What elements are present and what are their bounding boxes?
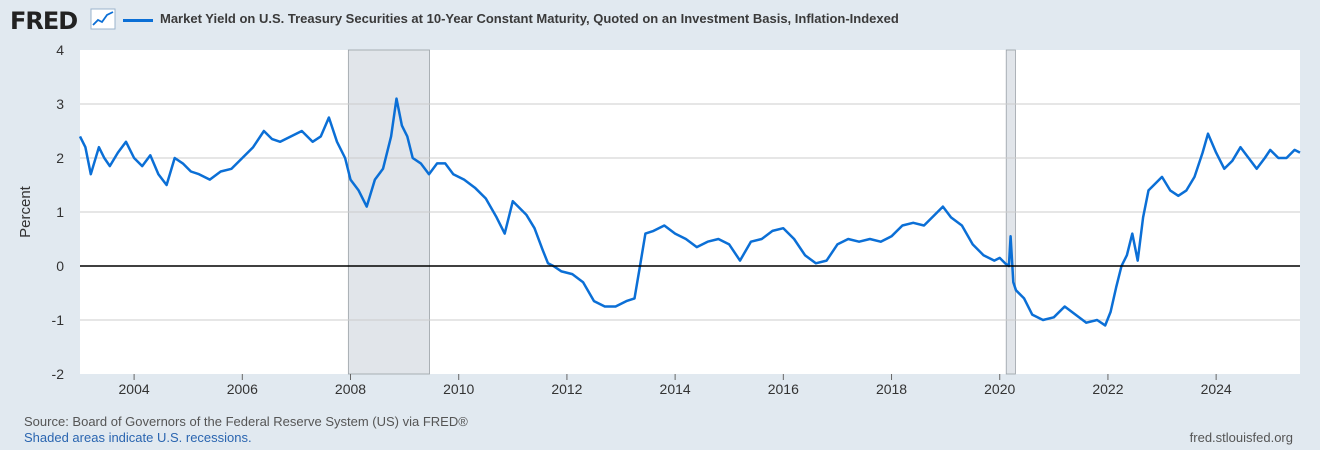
x-tick-label: 2018 — [876, 381, 907, 397]
legend-series-swatch — [123, 19, 153, 22]
x-tick-label: 2010 — [443, 381, 474, 397]
x-tick-label: 2004 — [119, 381, 150, 397]
x-tick-label: 2014 — [660, 381, 691, 397]
source-note: Source: Board of Governors of the Federa… — [24, 414, 468, 429]
legend-series-label: Market Yield on U.S. Treasury Securities… — [160, 11, 899, 26]
y-axis-label: Percent — [17, 185, 34, 238]
x-tick-label: 2020 — [984, 381, 1015, 397]
y-tick-label: 2 — [56, 150, 64, 166]
chart-header: FRED Market Yield on U.S. Treasury Secur… — [8, 6, 1308, 36]
y-tick-label: 1 — [56, 204, 64, 220]
y-tick-label: -2 — [52, 366, 65, 382]
y-tick-label: 0 — [56, 258, 64, 274]
y-tick-label: 4 — [56, 42, 64, 58]
y-tick-label: 3 — [56, 96, 64, 112]
x-tick-label: 2022 — [1092, 381, 1123, 397]
x-tick-label: 2008 — [335, 381, 366, 397]
x-tick-label: 2012 — [551, 381, 582, 397]
x-tick-label: 2016 — [768, 381, 799, 397]
y-tick-label: -1 — [52, 312, 65, 328]
fred-logo[interactable]: FRED — [10, 7, 78, 35]
x-tick-label: 2006 — [227, 381, 258, 397]
series-line — [78, 97, 1301, 327]
x-tick-label: 2024 — [1201, 381, 1232, 397]
fred-url[interactable]: fred.stlouisfed.org — [1189, 430, 1293, 445]
fred-logo-graph-icon — [90, 8, 116, 30]
recession-note: Shaded areas indicate U.S. recessions. — [24, 430, 252, 445]
